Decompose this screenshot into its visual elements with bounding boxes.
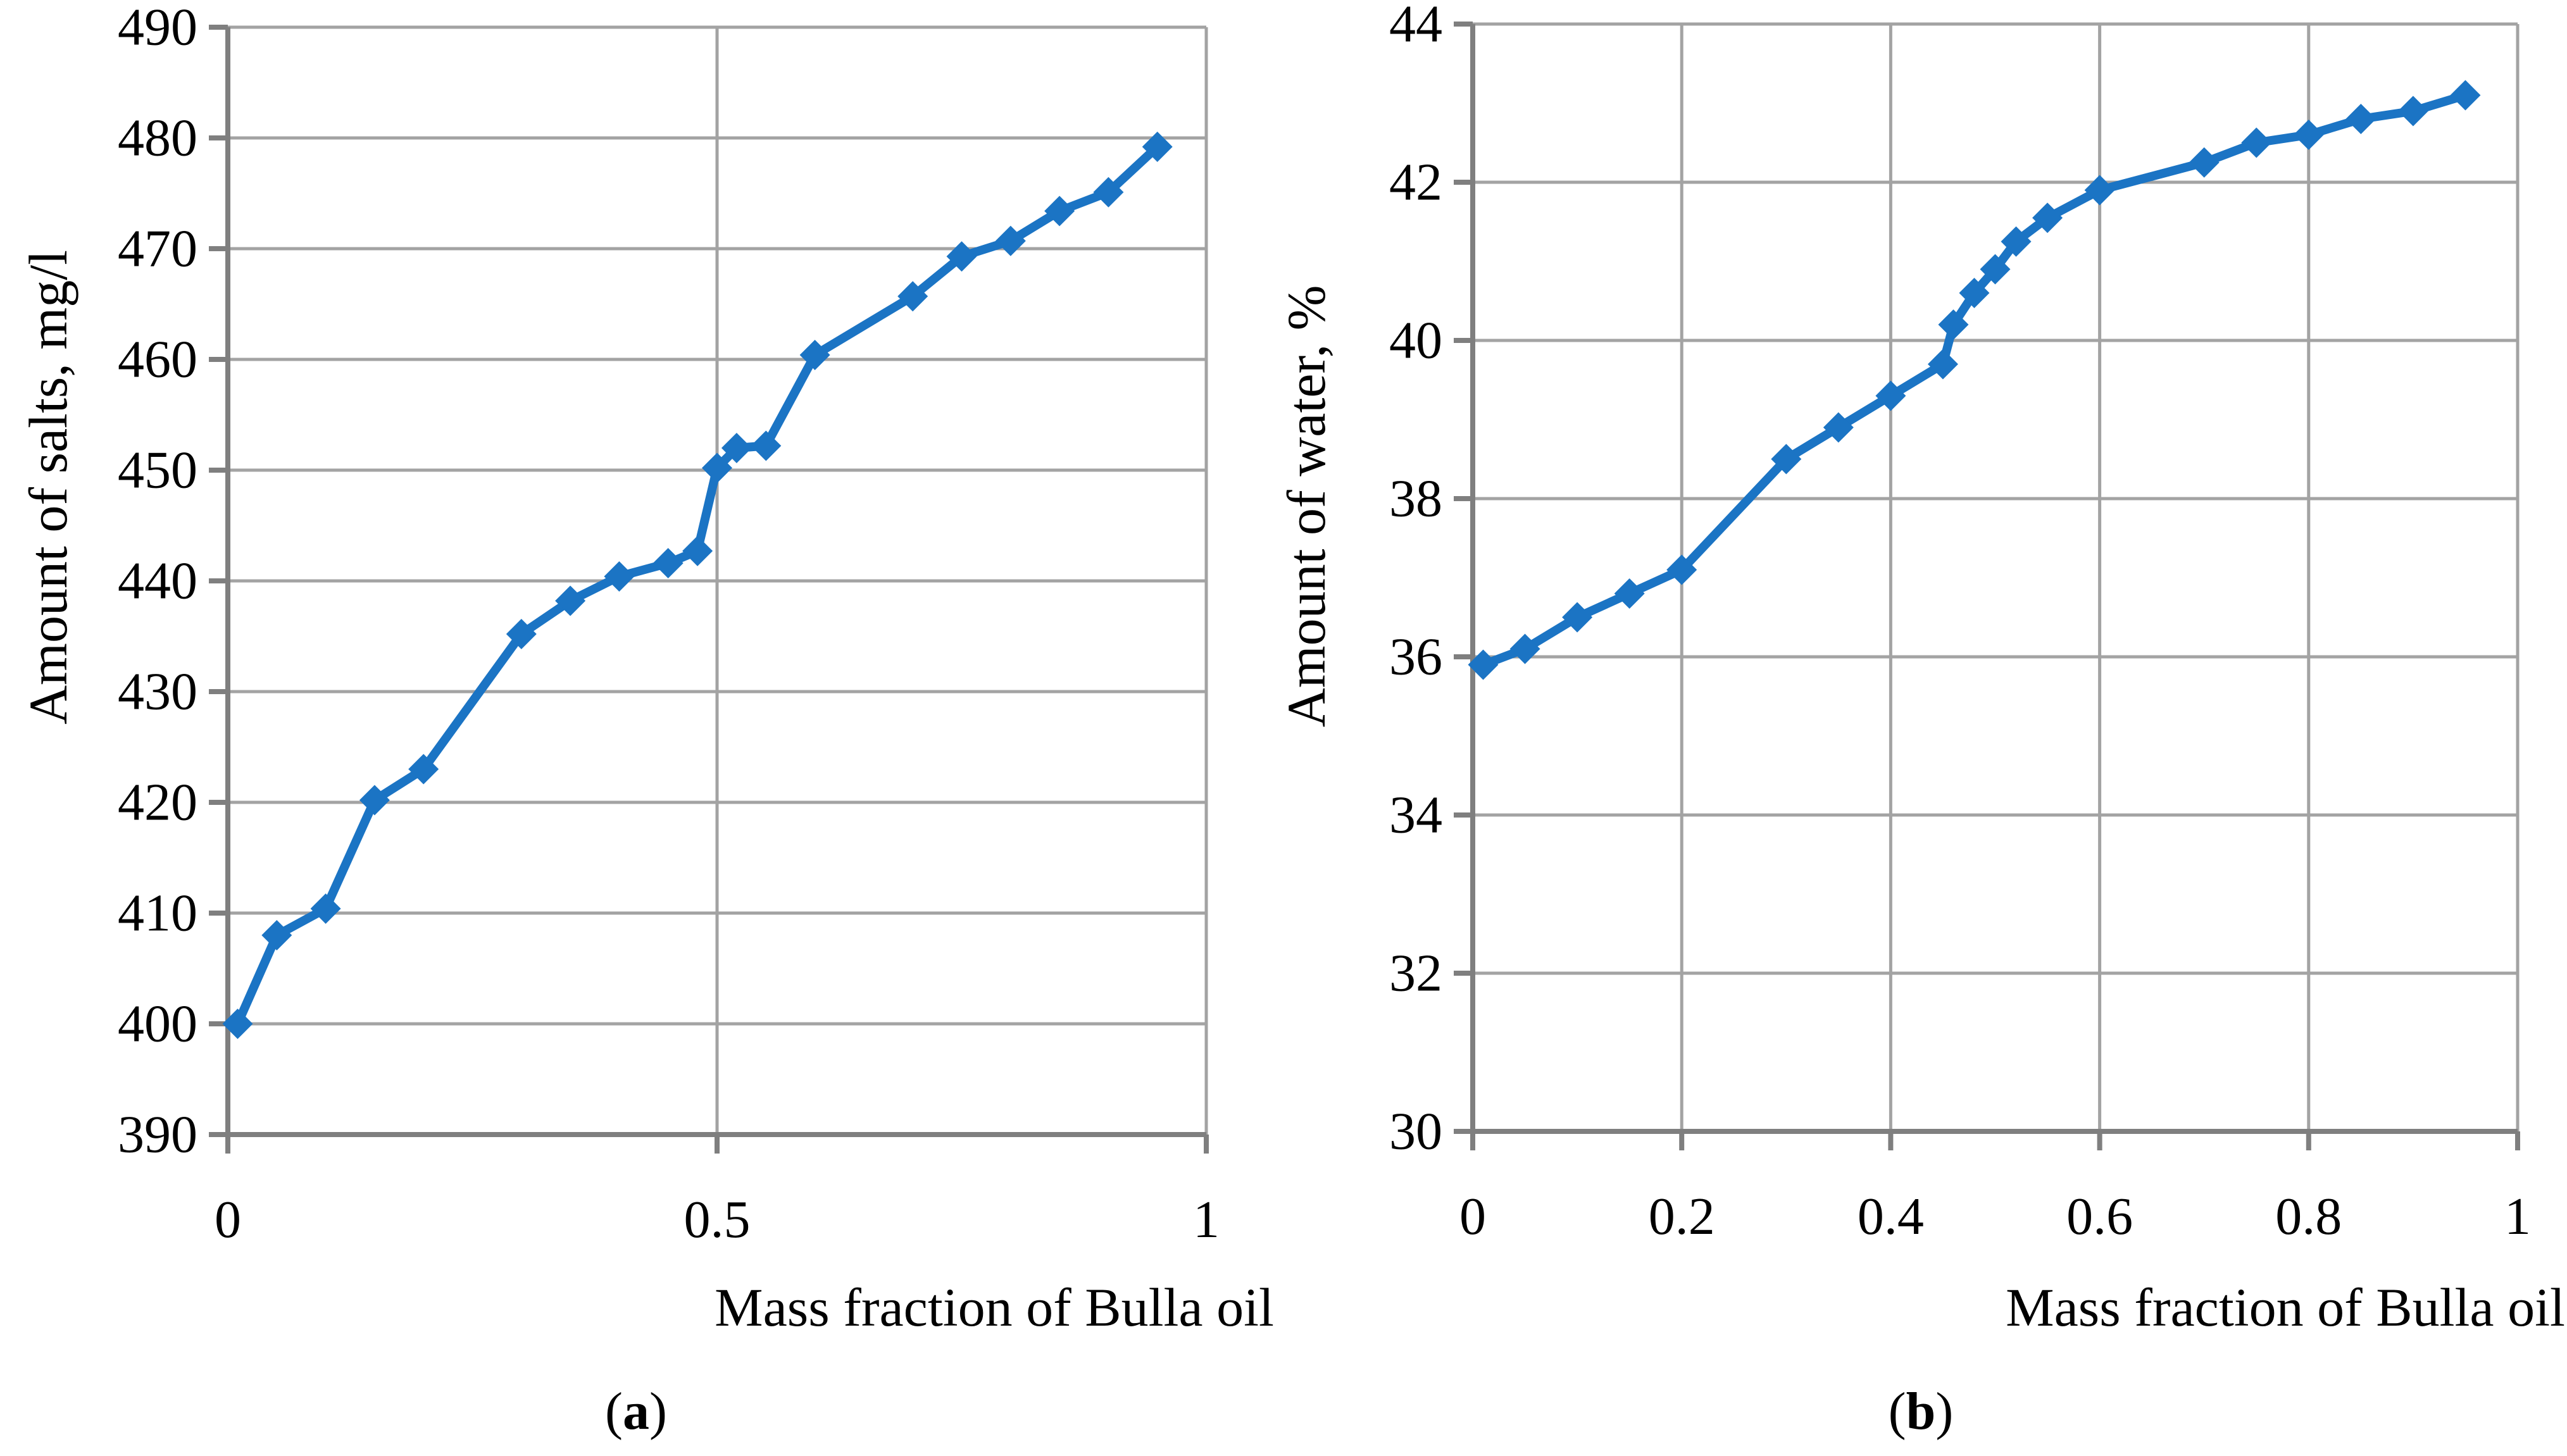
diamond-marker-b bbox=[1509, 633, 1540, 664]
y-tick-label-a: 400 bbox=[118, 995, 197, 1054]
y-tick-label-a: 430 bbox=[118, 663, 197, 721]
diamond-marker-b bbox=[1468, 649, 1499, 680]
diamond-marker-a bbox=[604, 561, 635, 592]
x-tick-label-b: 0.4 bbox=[1858, 1187, 1924, 1246]
diamond-marker-a bbox=[751, 430, 782, 461]
y-tick-label-a: 410 bbox=[118, 884, 197, 943]
diamond-marker-a bbox=[222, 1009, 253, 1039]
diamond-marker-a bbox=[506, 619, 537, 649]
y-tick-label-a: 390 bbox=[118, 1105, 197, 1164]
diamond-marker-a bbox=[946, 241, 977, 272]
y-tick-label-a: 440 bbox=[118, 552, 197, 611]
y-tick-label-a: 450 bbox=[118, 441, 197, 500]
diamond-marker-b bbox=[2397, 96, 2428, 127]
y-tick-label-a: 420 bbox=[118, 773, 197, 832]
x-tick-label-b: 0 bbox=[1459, 1187, 1486, 1246]
x-axis-title-a: Mass fraction of Bulla oil bbox=[715, 1277, 1274, 1338]
x-tick-label-b: 1 bbox=[2504, 1187, 2531, 1246]
diamond-marker-b bbox=[1875, 380, 1906, 411]
x-tick-label-b: 0.8 bbox=[2275, 1187, 2342, 1246]
diamond-marker-b bbox=[2293, 120, 2324, 150]
diamond-marker-b bbox=[2001, 226, 2032, 257]
diamond-marker-a bbox=[721, 433, 752, 463]
diamond-marker-b bbox=[2189, 147, 2220, 178]
diamond-marker-b bbox=[2032, 202, 2063, 233]
y-tick-label-b: 42 bbox=[1389, 153, 1442, 212]
x-tick-label-b: 0.2 bbox=[1649, 1187, 1715, 1246]
x-axis-title-b: Mass fraction of Bulla oil bbox=[2006, 1277, 2565, 1338]
diamond-marker-b bbox=[1823, 412, 1854, 443]
x-tick-label-b: 0.6 bbox=[2066, 1187, 2133, 1246]
diamond-marker-b bbox=[1771, 444, 1802, 475]
diamond-marker-a bbox=[702, 452, 732, 483]
diamond-marker-a bbox=[310, 893, 341, 924]
y-tick-label-b: 36 bbox=[1389, 628, 1442, 687]
x-tick-label-a: 1 bbox=[1193, 1190, 1220, 1249]
diamond-marker-b bbox=[1980, 254, 2011, 285]
diamond-marker-a bbox=[995, 225, 1026, 256]
diamond-marker-b bbox=[1959, 278, 1990, 308]
diamond-marker-a bbox=[799, 340, 830, 370]
diamond-marker-b bbox=[2450, 80, 2481, 111]
y-tick-label-b: 40 bbox=[1389, 311, 1442, 370]
diamond-marker-a bbox=[408, 754, 439, 785]
diamond-marker-a bbox=[1044, 196, 1075, 227]
diamond-marker-b bbox=[2241, 127, 2272, 158]
diamond-marker-a bbox=[1093, 177, 1124, 208]
diamond-marker-b bbox=[1927, 349, 1958, 380]
panel-caption-b: (b) bbox=[1889, 1382, 1954, 1441]
y-tick-label-a: 490 bbox=[118, 0, 197, 57]
diamond-marker-b bbox=[1666, 554, 1697, 585]
diamond-marker-a bbox=[1142, 132, 1173, 162]
series-line-a bbox=[233, 142, 1162, 1028]
diamond-marker-b bbox=[1614, 578, 1645, 609]
y-tick-label-a: 460 bbox=[118, 330, 197, 389]
y-axis-title-b: Amount of water, % bbox=[1276, 285, 1337, 728]
y-tick-label-a: 470 bbox=[118, 220, 197, 278]
diamond-marker-b bbox=[2084, 175, 2115, 206]
y-tick-label-b: 34 bbox=[1389, 786, 1442, 845]
diamond-marker-a bbox=[653, 548, 684, 578]
diamond-marker-a bbox=[359, 785, 390, 816]
diamond-marker-b bbox=[2345, 104, 2377, 134]
y-tick-label-b: 38 bbox=[1389, 470, 1442, 528]
x-tick-label-a: 0 bbox=[215, 1190, 241, 1249]
diamond-marker-b bbox=[1562, 602, 1593, 633]
y-tick-label-b: 44 bbox=[1389, 0, 1442, 54]
x-tick-label-a: 0.5 bbox=[684, 1190, 751, 1249]
y-axis-title-a: Amount of salts, mg/l bbox=[18, 250, 78, 725]
panel-caption-a: (a) bbox=[605, 1382, 667, 1441]
diamond-marker-a bbox=[555, 585, 586, 616]
y-tick-label-a: 480 bbox=[118, 109, 197, 168]
y-tick-label-b: 32 bbox=[1389, 944, 1442, 1003]
diamond-marker-a bbox=[261, 920, 292, 950]
diamond-marker-a bbox=[897, 281, 928, 312]
diamond-marker-b bbox=[1938, 309, 1969, 340]
diamond-marker-a bbox=[682, 535, 713, 566]
y-tick-label-b: 30 bbox=[1389, 1102, 1442, 1161]
